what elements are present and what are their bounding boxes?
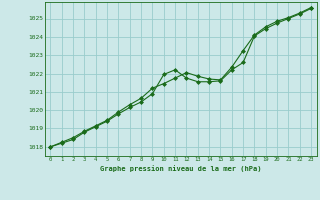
X-axis label: Graphe pression niveau de la mer (hPa): Graphe pression niveau de la mer (hPa) [100, 165, 261, 172]
